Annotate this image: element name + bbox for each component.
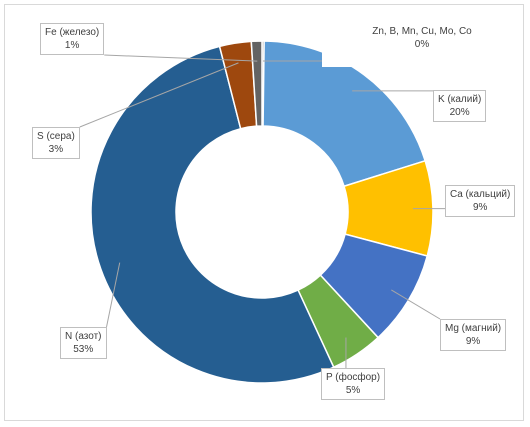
label-micro-name: Zn, B, Mn, Cu, Mo, Co — [372, 26, 472, 37]
label-ca-pct: 9% — [472, 202, 488, 213]
label-s-pct: 3% — [48, 144, 64, 155]
label-micro-pct: 0% — [414, 39, 430, 50]
leader-line-mg — [391, 289, 441, 320]
label-fe: Fe (железо) 1% — [40, 23, 105, 55]
leader-line-s — [79, 62, 239, 128]
leader-line-n — [106, 262, 121, 328]
label-n: N (азот) 53% — [60, 327, 107, 359]
label-p-name: P (фосфор) — [326, 372, 381, 383]
label-p-pct: 5% — [345, 385, 361, 396]
label-k-pct: 20% — [449, 107, 470, 118]
label-n-name: N (азот) — [65, 331, 102, 342]
label-ca: Ca (кальций) 9% — [445, 185, 516, 217]
leader-line-fe — [104, 54, 258, 62]
label-mg-pct: 9% — [465, 336, 481, 347]
label-k-name: K (калий) — [438, 94, 482, 105]
label-fe-name: Fe (железо) — [45, 27, 100, 38]
label-p: P (фосфор) 5% — [321, 368, 386, 400]
label-mg-name: Mg (магний) — [445, 323, 502, 334]
label-s: S (сера) 3% — [32, 127, 80, 159]
label-k: K (калий) 20% — [433, 90, 487, 122]
label-n-pct: 53% — [73, 344, 94, 355]
slice-fe — [250, 40, 263, 127]
label-micro: Zn, B, Mn, Cu, Mo, Co 0% — [322, 5, 522, 67]
label-fe-pct: 1% — [64, 40, 80, 51]
label-s-name: S (сера) — [37, 131, 75, 142]
slice-n — [90, 45, 335, 384]
label-ca-name: Ca (кальций) — [450, 189, 511, 200]
label-mg: Mg (магний) 9% — [440, 319, 507, 351]
